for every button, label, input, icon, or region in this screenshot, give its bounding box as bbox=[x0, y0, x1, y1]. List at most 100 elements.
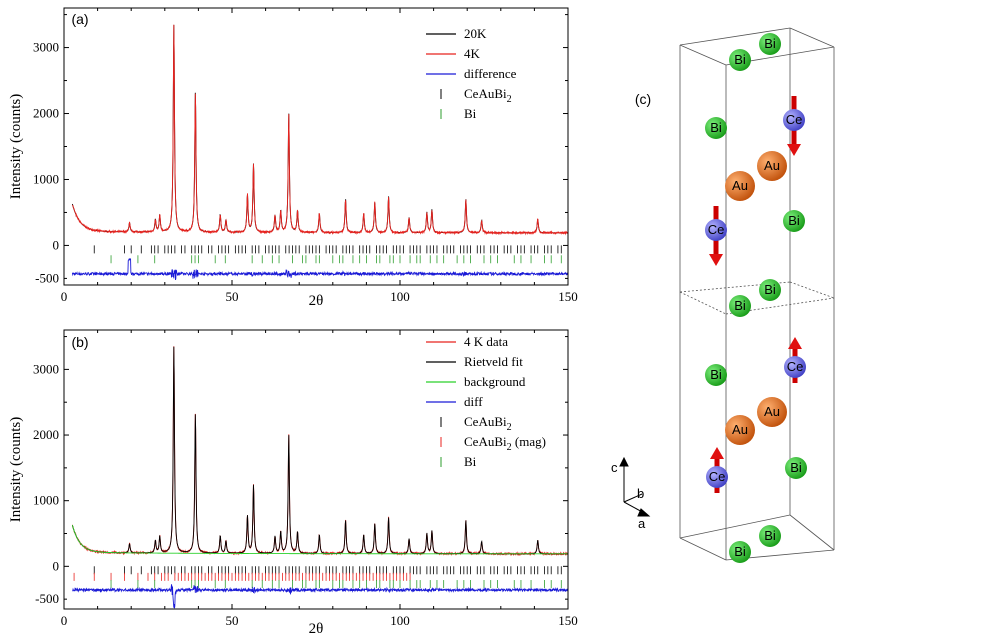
legend-label: CeAuBi2 bbox=[464, 86, 512, 105]
crystal-structure-panel: (c) Bi Bi Bi Ce Au Au Ce Bi Bi Bi Bi Ce Au Au Ce Bi Bi Bi c… bbox=[611, 27, 835, 563]
atom-bi: Bi bbox=[729, 49, 751, 71]
unit-cell-edge bbox=[679, 537, 727, 561]
magnetic-moment-arrow-head bbox=[787, 144, 801, 156]
magnetic-moment-arrow-head bbox=[788, 337, 802, 349]
atom-label: Ce bbox=[708, 222, 725, 237]
atom-label: Ce bbox=[709, 469, 726, 484]
axis-c-head bbox=[619, 456, 629, 467]
unit-cell-edge bbox=[679, 514, 791, 539]
atom-label: Au bbox=[764, 158, 780, 173]
atom-sphere bbox=[705, 117, 727, 139]
panel-label: (b) bbox=[71, 334, 88, 350]
series-difference-line bbox=[71, 258, 568, 281]
axis-a-head bbox=[637, 508, 651, 517]
unit-cell-edge bbox=[679, 27, 791, 46]
panel-label: (c) bbox=[635, 91, 651, 107]
axis-c-label: c bbox=[611, 460, 618, 475]
x-axis-label: 2θ bbox=[309, 293, 324, 309]
atom-label: Bi bbox=[764, 282, 776, 297]
atom-bi: Bi bbox=[729, 295, 751, 317]
axis-a-label: a bbox=[638, 516, 646, 531]
panel-label: (a) bbox=[71, 11, 88, 27]
x-tick-label: 0 bbox=[61, 613, 68, 628]
atom-label: Au bbox=[764, 404, 780, 419]
legend-label-sub: 2 bbox=[507, 422, 512, 433]
chart-panel-a: 0 50 100 150 0 1000 2000 3000 -500 2θ Intensity (c… bbox=[8, 7, 578, 309]
atom-sphere bbox=[784, 356, 806, 378]
legend: 4 K data Rietveld fit background diff CeAuBi… bbox=[426, 334, 546, 469]
atom-sphere bbox=[785, 457, 807, 479]
atom-ce: Ce bbox=[705, 206, 727, 266]
atom-sphere bbox=[757, 397, 787, 427]
legend-label: CeAuBi2 bbox=[464, 414, 512, 433]
legend-label-base: CeAuBi bbox=[464, 434, 507, 449]
atom-label: Au bbox=[732, 178, 748, 193]
axis-b-line bbox=[623, 493, 643, 503]
x-tick-label: 100 bbox=[390, 289, 410, 304]
y-tick-label: 2000 bbox=[33, 106, 59, 121]
reflection-ticks-1 bbox=[73, 572, 411, 581]
reflection-ticks-0 bbox=[93, 245, 562, 254]
magnetic-moment-arrow-head bbox=[710, 447, 724, 459]
atom-ce: Ce bbox=[706, 447, 728, 493]
atom-sphere bbox=[759, 279, 781, 301]
legend-label-suffix: (mag) bbox=[512, 434, 546, 449]
atom-sphere bbox=[725, 415, 755, 445]
axis-b-label: b bbox=[637, 486, 644, 501]
unit-cell-edge bbox=[789, 514, 835, 551]
mid-plane-edge bbox=[679, 291, 727, 315]
x-tick-label: 50 bbox=[226, 289, 239, 304]
legend-label-base: CeAuBi bbox=[464, 86, 507, 101]
series-diff-line bbox=[72, 584, 568, 609]
atom-label: Ce bbox=[786, 112, 803, 127]
series-4k-line bbox=[72, 24, 568, 236]
mid-plane-edge bbox=[789, 281, 835, 299]
x-tick-label: 150 bbox=[558, 613, 578, 628]
legend-label-sub: 2 bbox=[507, 442, 512, 453]
plot-area bbox=[71, 24, 568, 281]
crystal-axes bbox=[619, 456, 651, 517]
atom-bi: Bi bbox=[783, 210, 805, 232]
atom-au: Au bbox=[757, 151, 787, 181]
magnetic-moment-arrow-head bbox=[709, 254, 723, 266]
y-tick-label: 3000 bbox=[33, 361, 59, 376]
y-tick-label: 2000 bbox=[33, 427, 59, 442]
series-background-line bbox=[71, 525, 568, 555]
atom-label: Bi bbox=[734, 52, 746, 67]
atom-ce: Ce bbox=[784, 337, 806, 383]
y-tick-label: 3000 bbox=[33, 40, 59, 55]
legend-label: 4K bbox=[464, 46, 481, 61]
y-tick-label: 1000 bbox=[33, 171, 59, 186]
plot-area bbox=[71, 346, 568, 609]
y-tick-label: 0 bbox=[53, 237, 60, 252]
legend-label-sub: 2 bbox=[507, 94, 512, 105]
atom-label: Bi bbox=[764, 36, 776, 51]
y-tick-label: -500 bbox=[35, 270, 59, 285]
x-tick-label: 150 bbox=[558, 289, 578, 304]
unit-cell-edge bbox=[789, 27, 835, 48]
x-tick-label: 50 bbox=[226, 613, 239, 628]
atom-sphere bbox=[729, 295, 751, 317]
legend-label: CeAuBi2 (mag) bbox=[464, 434, 546, 453]
atom-label: Ce bbox=[787, 359, 804, 374]
atom-label: Bi bbox=[710, 367, 722, 382]
plot-frame bbox=[63, 329, 569, 610]
legend-label: difference bbox=[464, 66, 517, 81]
atom-bi: Bi bbox=[759, 279, 781, 301]
atom-label: Bi bbox=[764, 528, 776, 543]
unit-cell-edge bbox=[679, 44, 727, 66]
atom-au: Au bbox=[757, 397, 787, 427]
legend-label: 20K bbox=[464, 26, 487, 41]
atom-bi: Bi bbox=[705, 364, 727, 386]
series-rietveld-fit-line bbox=[71, 346, 568, 555]
atom-au: Au bbox=[725, 415, 755, 445]
x-axis-label: 2θ bbox=[309, 621, 324, 637]
y-tick-label: -500 bbox=[35, 591, 59, 606]
atom-sphere bbox=[705, 364, 727, 386]
atom-label: Bi bbox=[710, 120, 722, 135]
atom-label: Bi bbox=[790, 460, 802, 475]
atom-sphere bbox=[757, 151, 787, 181]
x-tick-label: 0 bbox=[61, 289, 68, 304]
